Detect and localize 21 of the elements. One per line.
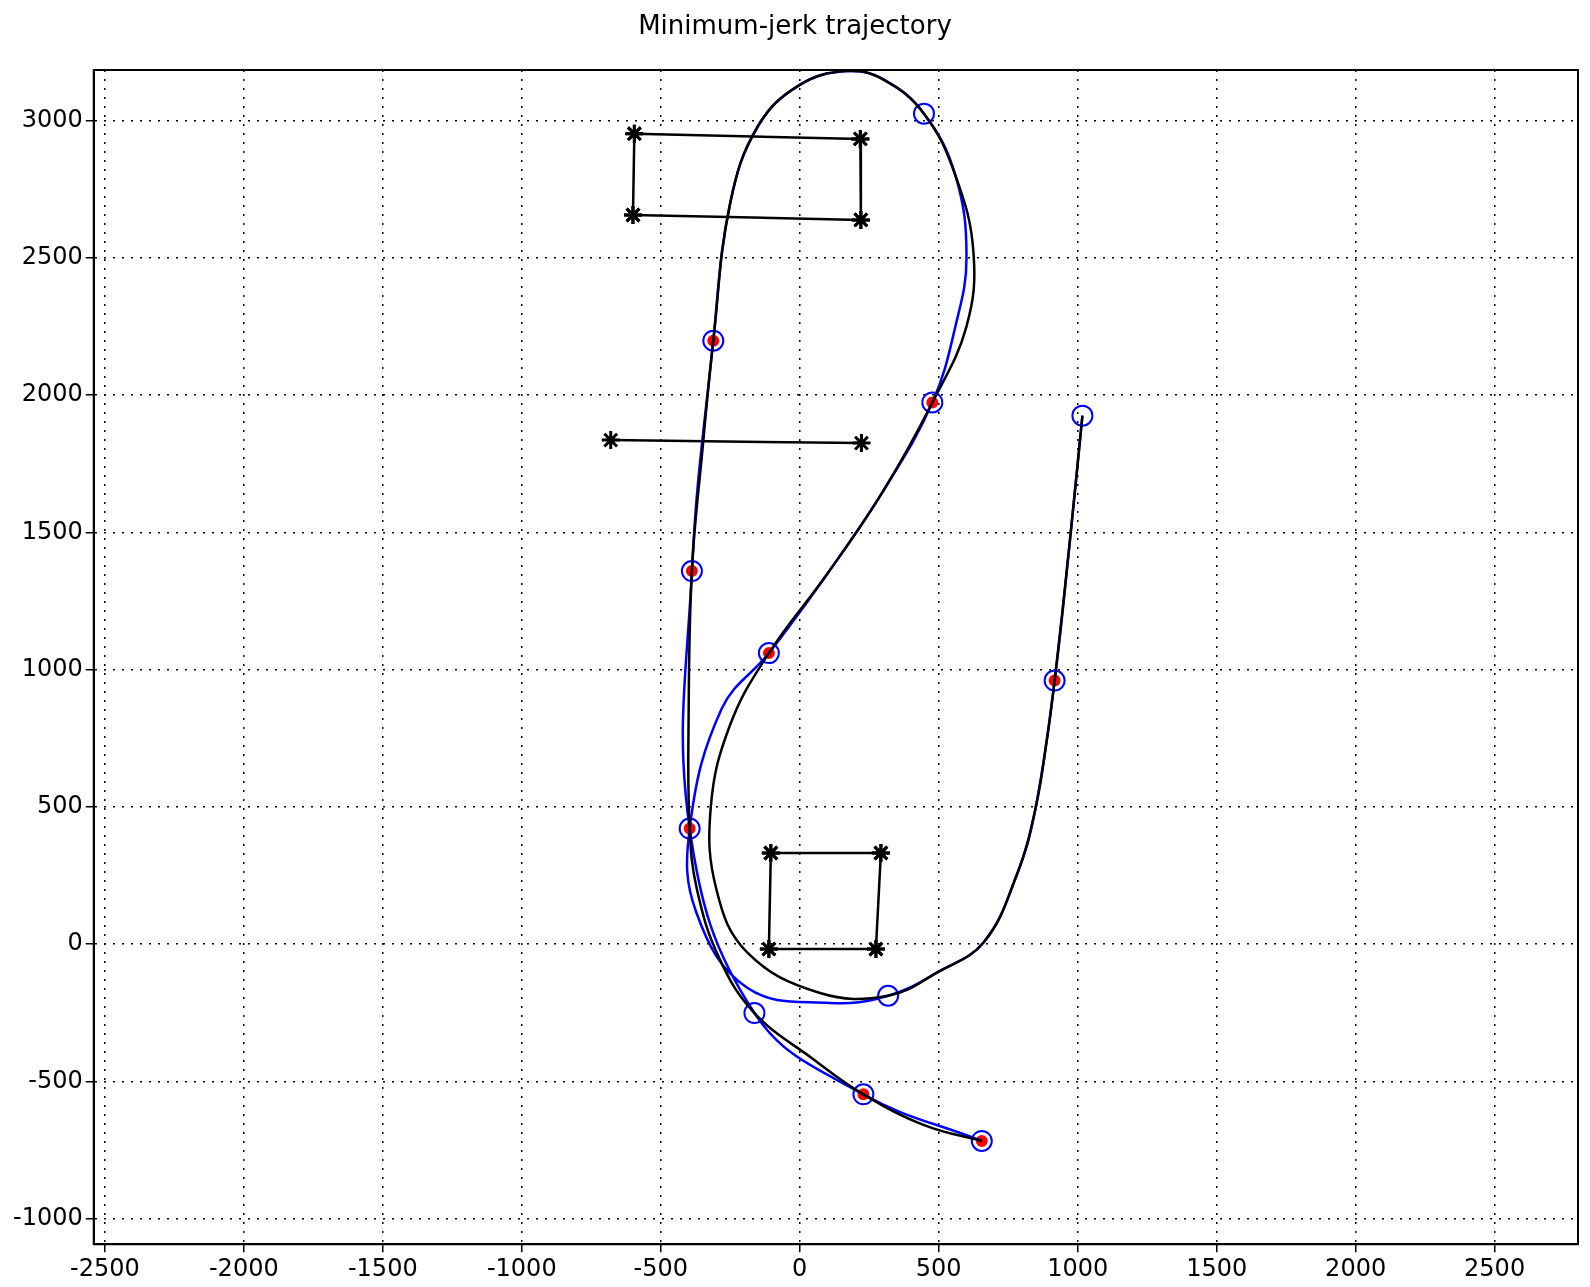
x-tick-label: 0 xyxy=(792,1253,808,1282)
y-tick-label: 2000 xyxy=(21,379,83,408)
x-tick-label: 2500 xyxy=(1464,1253,1526,1282)
y-tick-label: 500 xyxy=(36,791,83,820)
x-tick-label: -2000 xyxy=(208,1253,279,1282)
y-tick-label: 2500 xyxy=(21,242,83,271)
x-tick-label: -2500 xyxy=(69,1253,140,1282)
y-tick-label: 0 xyxy=(67,928,83,957)
x-tick-label: -1000 xyxy=(486,1253,557,1282)
x-tick-label: -1500 xyxy=(347,1253,418,1282)
y-tick-label: 1500 xyxy=(21,516,83,545)
x-tick-label: -500 xyxy=(633,1253,688,1282)
x-tick-label: 1000 xyxy=(1047,1253,1109,1282)
y-tick-label: -1000 xyxy=(12,1202,83,1231)
x-tick-label: 500 xyxy=(915,1253,962,1282)
x-tick-label: 1500 xyxy=(1186,1253,1248,1282)
y-tick-label: 1000 xyxy=(21,653,83,682)
y-tick-label: -500 xyxy=(28,1065,83,1094)
chart-title: Minimum-jerk trajectory xyxy=(637,10,953,40)
x-tick-label: 2000 xyxy=(1325,1253,1387,1282)
y-tick-label: 3000 xyxy=(21,104,83,133)
